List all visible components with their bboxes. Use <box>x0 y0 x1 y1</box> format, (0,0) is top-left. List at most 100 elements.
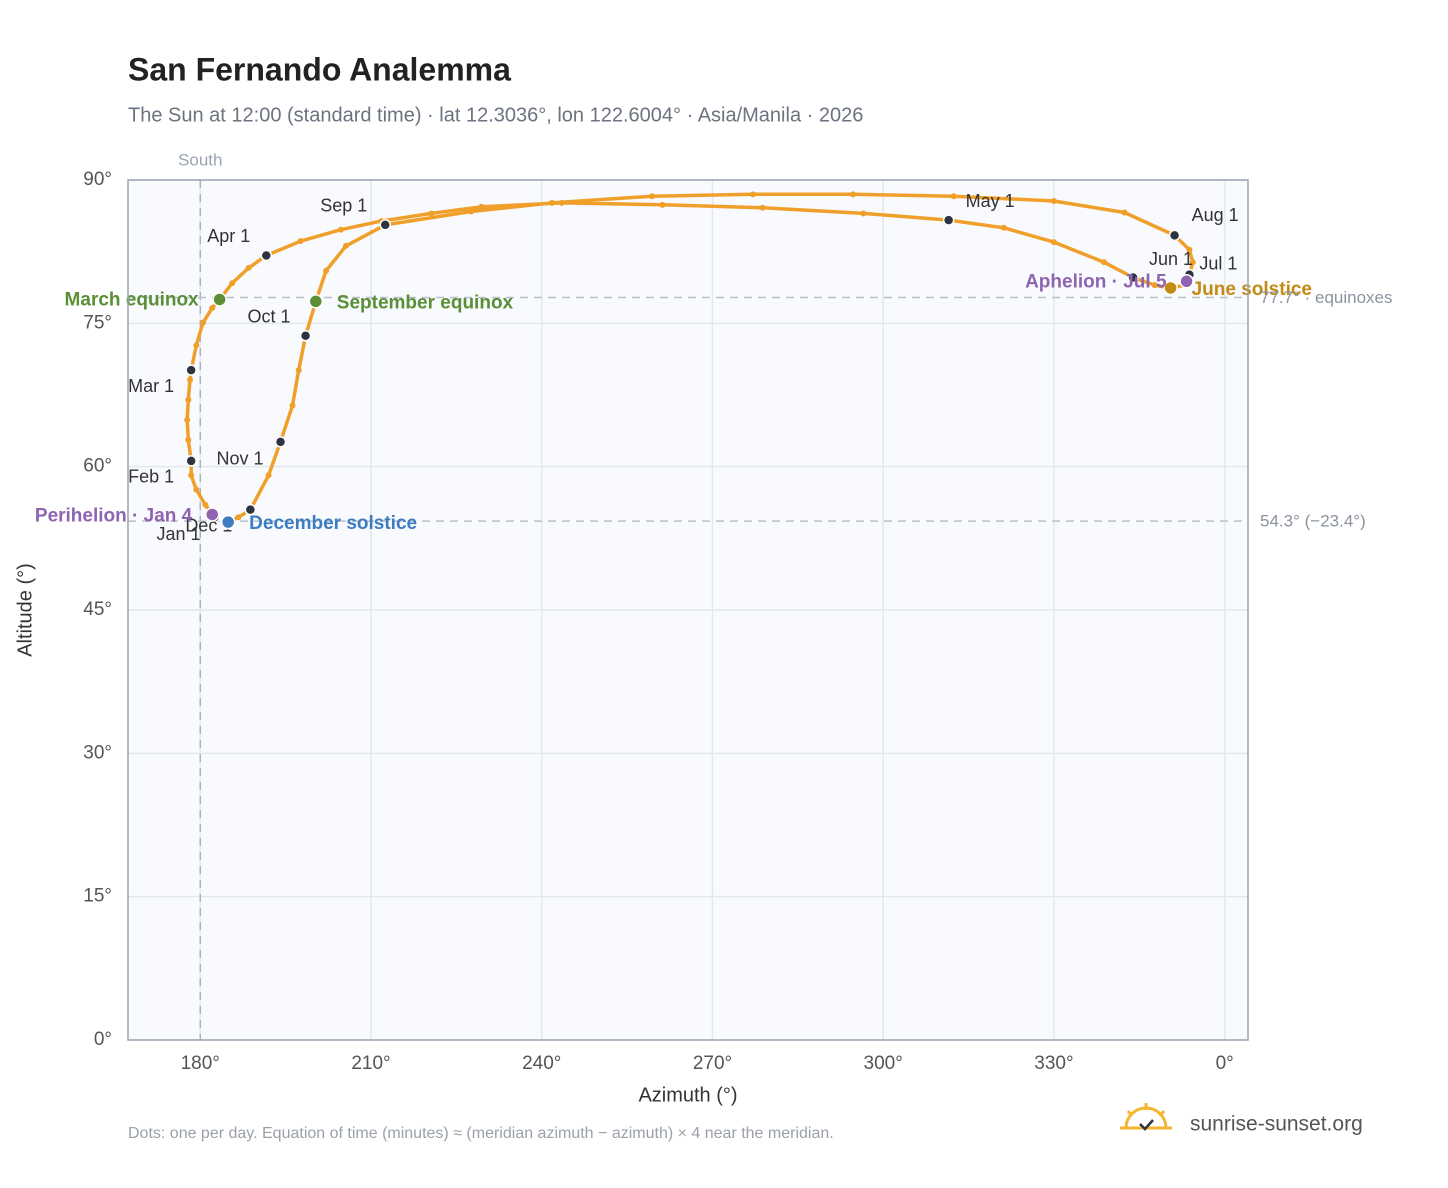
x-tick-label: 270° <box>693 1053 732 1074</box>
y-tick-label: 60° <box>83 456 112 477</box>
x-tick-label: 240° <box>522 1053 561 1074</box>
y-tick-label: 75° <box>83 312 112 333</box>
y-tick-label: 90° <box>83 169 112 190</box>
plot-border <box>127 179 1249 1041</box>
month-marker <box>1127 271 1139 284</box>
x-tick-label: 330° <box>1034 1053 1073 1074</box>
day-dot <box>245 264 252 271</box>
month-label: Mar 1 <box>128 376 174 396</box>
day-dot <box>1000 224 1007 231</box>
event-label: December solstice <box>249 513 417 534</box>
reference-label: 54.3° (−23.4°) <box>1260 512 1366 531</box>
event-marker <box>220 514 236 530</box>
x-tick-label: 210° <box>351 1053 390 1074</box>
month-label: Oct 1 <box>248 307 291 327</box>
day-dot <box>468 208 475 215</box>
month-label: Jul 1 <box>1199 253 1237 273</box>
y-tick-label: 0° <box>94 1029 112 1050</box>
event-label: September equinox <box>337 292 514 313</box>
event-marker <box>204 507 220 522</box>
day-dot <box>235 514 242 521</box>
month-label: Jan 1 <box>156 524 200 544</box>
day-dot <box>265 472 272 479</box>
event-marker <box>1163 280 1178 296</box>
day-dot <box>188 472 195 479</box>
y-tick-label: 15° <box>83 886 112 907</box>
chart-title: San Fernando Analemma <box>128 51 511 87</box>
month-marker <box>379 219 391 231</box>
month-label: Apr 1 <box>207 226 250 246</box>
analemma-curve <box>185 192 1195 524</box>
day-dot <box>229 280 236 287</box>
day-dot <box>187 376 194 383</box>
day-dot <box>428 210 435 217</box>
day-dot <box>1189 259 1196 266</box>
day-dot <box>759 204 766 211</box>
event-marker <box>1179 274 1194 289</box>
month-marker <box>260 249 273 262</box>
day-dot <box>289 402 296 409</box>
y-tick-label: 30° <box>83 742 112 763</box>
day-dot <box>850 191 857 198</box>
month-marker <box>185 455 197 467</box>
event-label: Perihelion · Jan 4 <box>35 505 193 526</box>
y-tick-label: 45° <box>83 599 112 620</box>
month-label: May 1 <box>966 191 1015 211</box>
day-dot <box>200 319 207 326</box>
reference-label: 77.7° · equinoxes <box>1260 288 1393 307</box>
data: Jan 1 Feb 1 Mar 1 Apr 1 May 1 Jun 1 Jul 1 Aug 1… <box>35 191 1312 544</box>
month-marker <box>244 503 257 516</box>
month-label: Sep 1 <box>320 196 367 216</box>
x-tick-label: 300° <box>864 1053 903 1074</box>
event-label: June solstice <box>1192 279 1312 300</box>
day-dot <box>659 201 666 208</box>
day-dot <box>185 396 192 403</box>
month-marker <box>1168 229 1181 242</box>
day-dot <box>548 199 555 206</box>
month-marker <box>299 330 312 342</box>
day-dot <box>193 342 200 349</box>
day-dot <box>649 193 656 200</box>
month-label: Dec 1 <box>185 515 232 535</box>
month-marker <box>942 214 955 226</box>
month-label: Aug 1 <box>1192 205 1239 225</box>
day-dot <box>749 191 756 198</box>
day-dot <box>558 199 565 206</box>
chart-subtitle: The Sun at 12:00 (standard time) · lat 1… <box>128 104 863 126</box>
footnote: Dots: one per day. Equation of time (min… <box>128 1125 834 1142</box>
day-dot <box>342 242 349 249</box>
month-label: Feb 1 <box>128 467 174 487</box>
day-dot <box>184 416 191 423</box>
day-dot <box>478 203 485 210</box>
event-marker <box>212 292 227 307</box>
x-tick-label: 180° <box>181 1053 220 1074</box>
day-dot <box>950 193 957 200</box>
brand-logo <box>1120 1103 1172 1131</box>
day-dot <box>337 226 344 233</box>
day-dot <box>860 210 867 217</box>
x-tick-label: 0° <box>1216 1053 1234 1074</box>
day-dot <box>295 367 302 374</box>
month-marker <box>185 364 197 376</box>
day-dot <box>1121 209 1128 216</box>
day-dot <box>209 305 216 312</box>
event-label: Aphelion · Jul 5 <box>1025 271 1167 292</box>
event-marker <box>308 294 324 309</box>
month-label: Nov 1 <box>216 449 263 469</box>
day-dot <box>323 267 330 274</box>
brand: sunrise-sunset.org <box>1190 1113 1363 1136</box>
day-dot <box>1050 198 1057 205</box>
day-dot <box>193 486 200 493</box>
event-label: March equinox <box>65 289 200 310</box>
day-dot <box>202 501 209 508</box>
month-label: Jun 1 <box>1149 249 1193 269</box>
day-dot <box>185 436 192 443</box>
x-axis-label: Azimuth (°) <box>638 1084 737 1106</box>
y-axis-label: Altitude (°) <box>14 563 36 657</box>
month-marker <box>274 436 287 448</box>
day-dot <box>1101 259 1108 266</box>
grid <box>128 179 1248 1041</box>
day-dot <box>1050 239 1057 246</box>
south-label: South <box>178 150 222 169</box>
